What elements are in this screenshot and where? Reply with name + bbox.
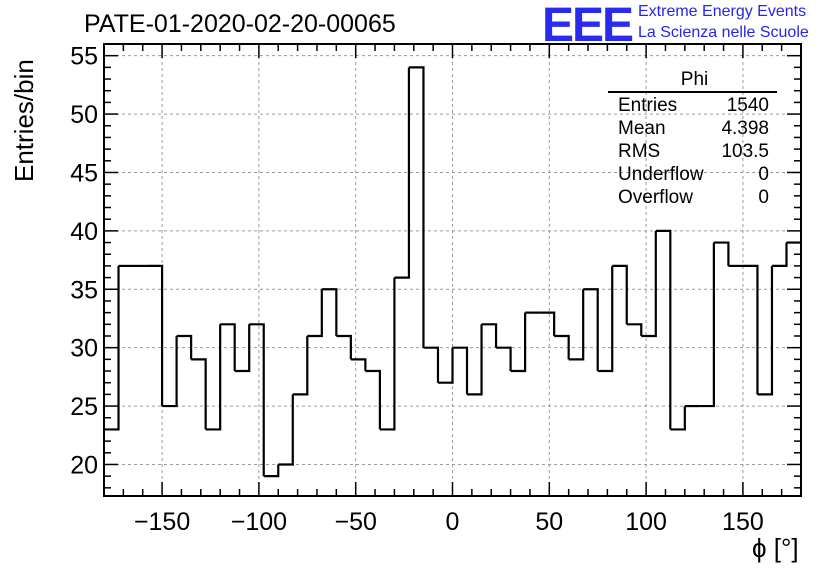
stats-value: 1540	[726, 95, 769, 116]
x-tick-label: 50	[535, 508, 563, 536]
y-tick-label: 20	[70, 451, 98, 479]
chart-title: PATE-01-2020-02-20-00065	[84, 10, 396, 38]
stats-label: RMS	[618, 141, 661, 162]
eee-logo-mark: EEE	[542, 0, 634, 52]
histogram-bin	[423, 346, 440, 383]
stats-value: 4.398	[721, 118, 769, 139]
histogram-bin	[641, 230, 657, 338]
histogram-bin	[481, 323, 498, 348]
histogram-bin	[742, 264, 759, 395]
histogram-bin	[321, 288, 338, 336]
stats-row-rms: RMS 103.5	[612, 140, 777, 163]
stats-box-divider	[608, 91, 777, 93]
y-tick-label: 45	[70, 159, 98, 187]
y-tick-label: 25	[70, 393, 98, 421]
stats-row-overflow: Overflow 0	[612, 186, 777, 209]
histogram-bin	[597, 265, 614, 373]
eee-logo-line1: Extreme Energy Events	[638, 3, 807, 20]
stats-row-entries: Entries 1540	[612, 94, 777, 117]
stats-row-underflow: Underflow 0	[612, 163, 777, 186]
histogram-bin	[249, 323, 265, 477]
y-tick-label: 40	[70, 218, 98, 246]
stats-row-mean: Mean 4.398	[612, 117, 777, 140]
stats-box-title: Phi	[680, 69, 709, 90]
x-tick-label: 100	[625, 508, 667, 536]
histogram-bin	[467, 324, 483, 396]
stats-value: 0	[758, 187, 769, 208]
histogram-bin	[220, 323, 236, 372]
histogram-bin	[626, 323, 643, 336]
histogram-bin	[699, 242, 715, 408]
histogram-bin	[612, 264, 628, 325]
histogram-bin	[234, 324, 251, 373]
y-tick-label: 35	[70, 276, 98, 304]
x-tick-label: 0	[446, 508, 460, 536]
x-tick-label: −150	[134, 508, 190, 536]
histogram-bin	[452, 346, 469, 395]
histogram-bin	[496, 346, 512, 372]
histogram-bin	[771, 242, 788, 268]
histogram-bin	[307, 289, 323, 338]
stats-label: Mean	[618, 118, 666, 139]
y-tick-label: 55	[70, 43, 98, 71]
histogram-bin	[147, 264, 164, 407]
histogram-bin	[191, 358, 207, 430]
histogram-bin	[757, 265, 774, 396]
histogram-bin	[568, 289, 585, 361]
histogram-bin	[713, 241, 730, 266]
histogram-bin	[583, 288, 599, 372]
histogram-bin	[408, 66, 425, 348]
histogram-bin	[292, 335, 309, 396]
stats-value: 103.5	[721, 141, 769, 162]
histogram-bin	[539, 311, 556, 336]
x-tick-label: −50	[334, 508, 376, 536]
y-tick-label: 30	[70, 335, 98, 363]
stats-label: Overflow	[618, 187, 693, 208]
histogram-bin	[394, 67, 411, 279]
stats-label: Underflow	[618, 164, 704, 185]
histogram-bin	[205, 324, 222, 431]
histogram-bin	[510, 312, 527, 373]
histogram-bin	[336, 334, 352, 360]
eee-logo-line2: La Scienza nelle Scuole	[638, 24, 809, 41]
histogram-bin	[162, 335, 178, 408]
histogram-bin	[437, 347, 454, 384]
histogram-bin	[379, 277, 396, 431]
stats-box: Phi Entries 1540 Mean 4.398 RMS 103.5 Under…	[608, 69, 777, 209]
y-axis-label: Entries/bin	[9, 59, 39, 182]
histogram-bin	[350, 358, 367, 372]
y-tick-label: 50	[70, 101, 98, 129]
stats-value: 0	[758, 164, 769, 185]
histogram-bin	[655, 229, 672, 430]
x-axis-label: ϕ [°]	[752, 533, 799, 563]
x-tick-label: −100	[231, 508, 287, 536]
x-tick-label: 150	[722, 508, 764, 536]
stats-label: Entries	[618, 95, 678, 116]
histogram-bin	[365, 369, 381, 430]
histogram-bin	[263, 464, 280, 478]
histogram-bin	[670, 406, 686, 431]
histogram-bin	[176, 334, 193, 360]
histogram-bin	[278, 394, 294, 466]
histogram-bin	[554, 334, 570, 360]
